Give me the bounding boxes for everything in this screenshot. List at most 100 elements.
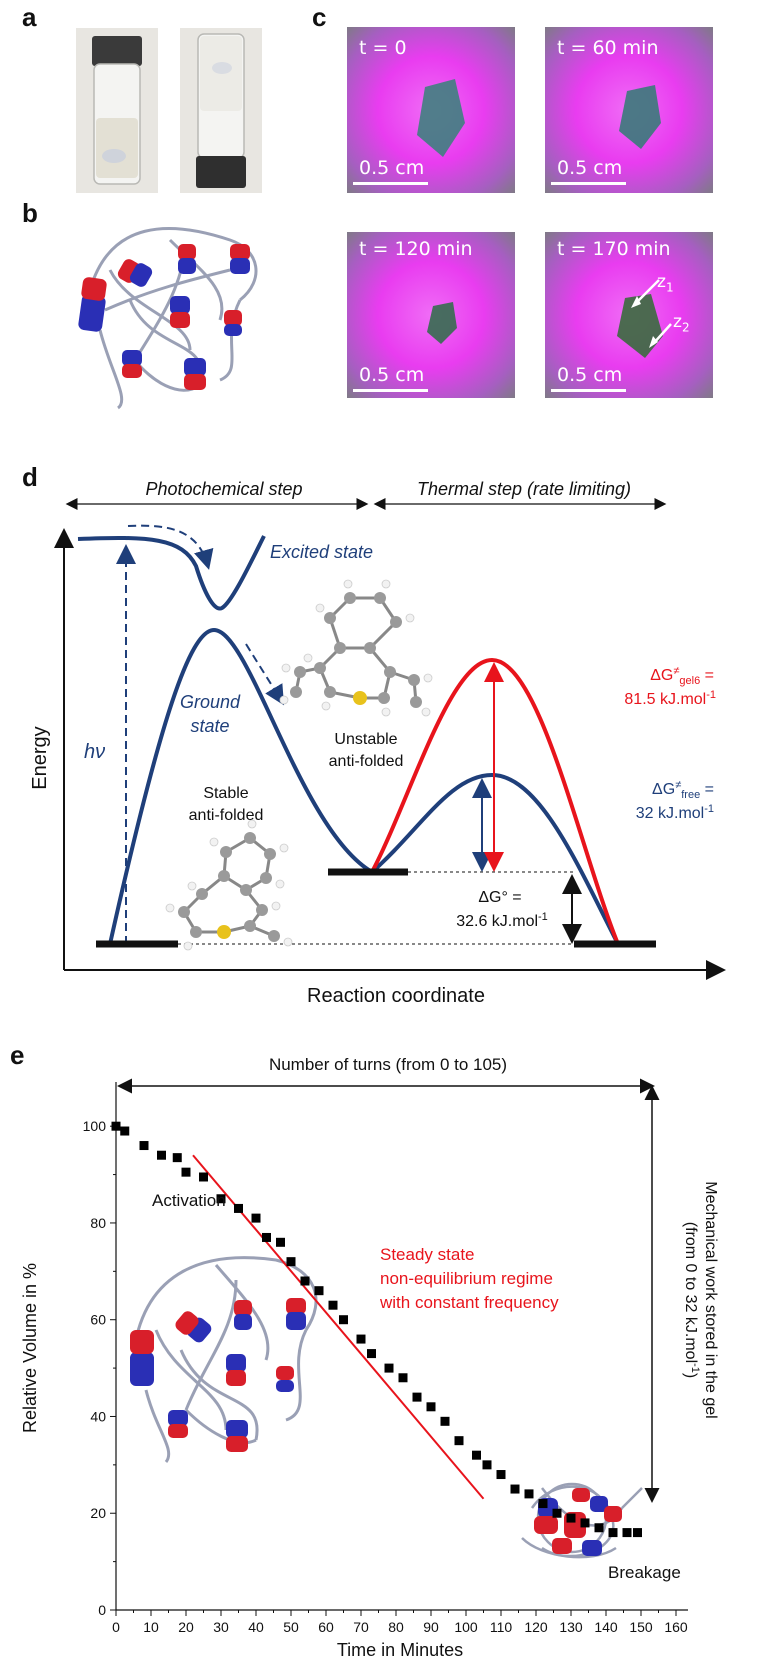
data-point — [120, 1126, 130, 1136]
excited-relax-arrow — [127, 524, 214, 570]
energy-axis-label: Energy — [29, 726, 51, 789]
scale-bar — [551, 182, 626, 185]
data-point — [608, 1528, 618, 1538]
y-tick-label: 40 — [90, 1408, 106, 1424]
scale-bar — [551, 389, 626, 392]
scale-bar — [353, 182, 428, 185]
unstable-molecule — [279, 579, 433, 717]
x-tick-label: 30 — [213, 1619, 229, 1635]
data-point — [172, 1153, 182, 1163]
x-tick-label: 0 — [112, 1619, 120, 1635]
data-point — [286, 1257, 296, 1267]
reaction-axis-label: Reaction coordinate — [307, 985, 485, 1007]
data-point — [552, 1508, 562, 1518]
data-point — [412, 1392, 422, 1402]
x-tick-label: 40 — [248, 1619, 264, 1635]
x-tick-label: 100 — [454, 1619, 478, 1635]
data-point — [472, 1450, 481, 1460]
turns-label: Number of turns (from 0 to 105) — [269, 1055, 507, 1074]
ground-relax-arrow — [245, 643, 285, 706]
scale-bar-label: 0.5 cm — [557, 157, 623, 179]
stable-label-2: anti-folded — [189, 807, 264, 824]
ground-state-curve — [108, 627, 620, 945]
data-point — [538, 1499, 548, 1509]
data-point — [356, 1334, 366, 1344]
chart-x-label: Time in Minutes — [337, 1640, 463, 1660]
dg-gel-label: ΔG≠gel6 = — [650, 665, 714, 687]
photochemical-step-label: Photochemical step — [145, 479, 302, 499]
stable-label-1: Stable — [203, 785, 248, 802]
data-point — [633, 1528, 642, 1538]
data-point — [111, 1121, 121, 1131]
breakage-label: Breakage — [608, 1563, 681, 1582]
data-point — [367, 1349, 376, 1359]
work-label-2: (from 0 to 32 kJ.mol-1) — [682, 1222, 701, 1378]
x-tick-label: 60 — [318, 1619, 334, 1635]
data-point — [510, 1484, 520, 1494]
x-tick-label: 50 — [283, 1619, 299, 1635]
zone-label-z2: z2 — [673, 312, 690, 335]
ground-state-label-1: Ground — [180, 692, 241, 712]
data-point — [482, 1460, 492, 1470]
data-point — [339, 1315, 348, 1325]
y-tick-label: 60 — [90, 1312, 106, 1328]
activation-label: Activation — [152, 1191, 226, 1210]
hv-label: hν — [84, 741, 105, 763]
steady-label-1: Steady state — [380, 1245, 475, 1264]
x-tick-label: 140 — [594, 1619, 618, 1635]
time-label: t = 170 min — [557, 238, 671, 260]
y-tick-label: 80 — [90, 1215, 106, 1231]
y-tick-label: 20 — [90, 1505, 106, 1521]
contracted-gel-illustration — [521, 1482, 643, 1559]
data-point — [384, 1363, 394, 1373]
panel-label-e: e — [10, 1040, 25, 1070]
scale-bar — [353, 389, 428, 392]
time-label: t = 0 — [359, 37, 407, 59]
x-tick-label: 150 — [629, 1619, 653, 1635]
data-point — [398, 1373, 408, 1383]
gel-barrier-curve — [370, 657, 620, 945]
data-point — [199, 1172, 208, 1182]
dg0-label: ΔG° = — [478, 889, 521, 906]
data-point — [328, 1300, 338, 1310]
data-point — [566, 1513, 576, 1523]
zone-label-z1: z1 — [657, 272, 674, 295]
time-label: t = 60 min — [557, 37, 659, 59]
data-point — [622, 1528, 632, 1538]
vial-photo-upright — [76, 28, 158, 193]
unstable-label-1: Unstable — [334, 731, 397, 748]
ground-state-label-2: state — [190, 716, 229, 736]
dg-free-value: 32 kJ.mol-1 — [636, 803, 714, 822]
micrograph-t170: t = 170 min z1 z2 0.5 cm — [545, 232, 713, 398]
scale-bar-label: 0.5 cm — [557, 364, 623, 386]
work-label-1: Mechanical work stored in the gel — [702, 1181, 719, 1418]
dg-free-label: ΔG≠free = — [652, 779, 714, 801]
x-tick-label: 130 — [559, 1619, 583, 1635]
data-point — [157, 1150, 166, 1160]
excited-state-label: Excited state — [270, 542, 373, 562]
data-point — [300, 1276, 310, 1286]
thermal-step-label: Thermal step (rate limiting) — [417, 479, 631, 499]
scale-bar-label: 0.5 cm — [359, 364, 425, 386]
micrograph-t120: t = 120 min 0.5 cm — [347, 232, 515, 398]
volume-time-chart: Number of turns (from 0 to 105) Mechanic… — [20, 1055, 719, 1660]
gel-network-illustration — [78, 227, 258, 410]
x-tick-label: 90 — [423, 1619, 439, 1635]
data-point — [234, 1203, 243, 1213]
data-point — [181, 1167, 191, 1177]
data-point — [580, 1518, 590, 1528]
x-tick-label: 160 — [664, 1619, 688, 1635]
y-tick-label: 0 — [98, 1602, 106, 1618]
data-point — [440, 1416, 450, 1426]
micrograph-t0: t = 0 0.5 cm — [347, 27, 515, 193]
chart-y-label: Relative Volume in % — [20, 1263, 40, 1433]
panel-label-c: c — [312, 2, 327, 32]
excited-state-curve — [77, 535, 266, 611]
data-point — [216, 1194, 226, 1204]
data-point — [426, 1402, 436, 1412]
data-point — [276, 1237, 285, 1247]
panel-label-b: b — [22, 198, 38, 228]
data-point — [314, 1286, 324, 1296]
data-point — [251, 1213, 261, 1223]
y-tick-label: 100 — [83, 1118, 107, 1134]
